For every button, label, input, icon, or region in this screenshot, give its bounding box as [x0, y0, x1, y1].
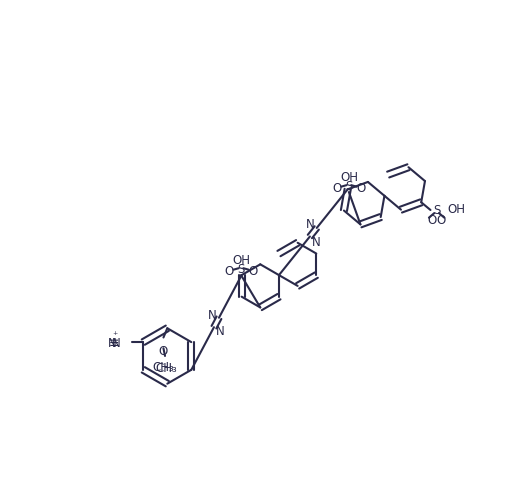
- Text: O: O: [249, 264, 258, 277]
- Text: ≡: ≡: [109, 337, 119, 349]
- Text: OH: OH: [340, 171, 358, 184]
- Text: O: O: [159, 344, 168, 357]
- Text: N: N: [208, 308, 216, 321]
- Text: CH₃: CH₃: [156, 362, 178, 375]
- Text: O: O: [332, 182, 341, 195]
- Text: O: O: [428, 213, 437, 226]
- Text: N: N: [312, 235, 320, 248]
- Text: O: O: [224, 264, 233, 277]
- Text: ⁺: ⁺: [112, 331, 118, 340]
- Text: S: S: [237, 263, 245, 276]
- Text: N: N: [108, 336, 117, 349]
- Text: N: N: [306, 217, 315, 230]
- Text: OH: OH: [232, 254, 250, 267]
- Text: S: S: [433, 204, 440, 217]
- Text: CH₃: CH₃: [153, 360, 174, 373]
- Text: N: N: [111, 336, 120, 349]
- Text: N: N: [216, 325, 225, 338]
- Text: S: S: [345, 180, 353, 193]
- Text: O: O: [357, 182, 366, 195]
- Text: O: O: [437, 213, 446, 226]
- Text: OH: OH: [447, 202, 465, 215]
